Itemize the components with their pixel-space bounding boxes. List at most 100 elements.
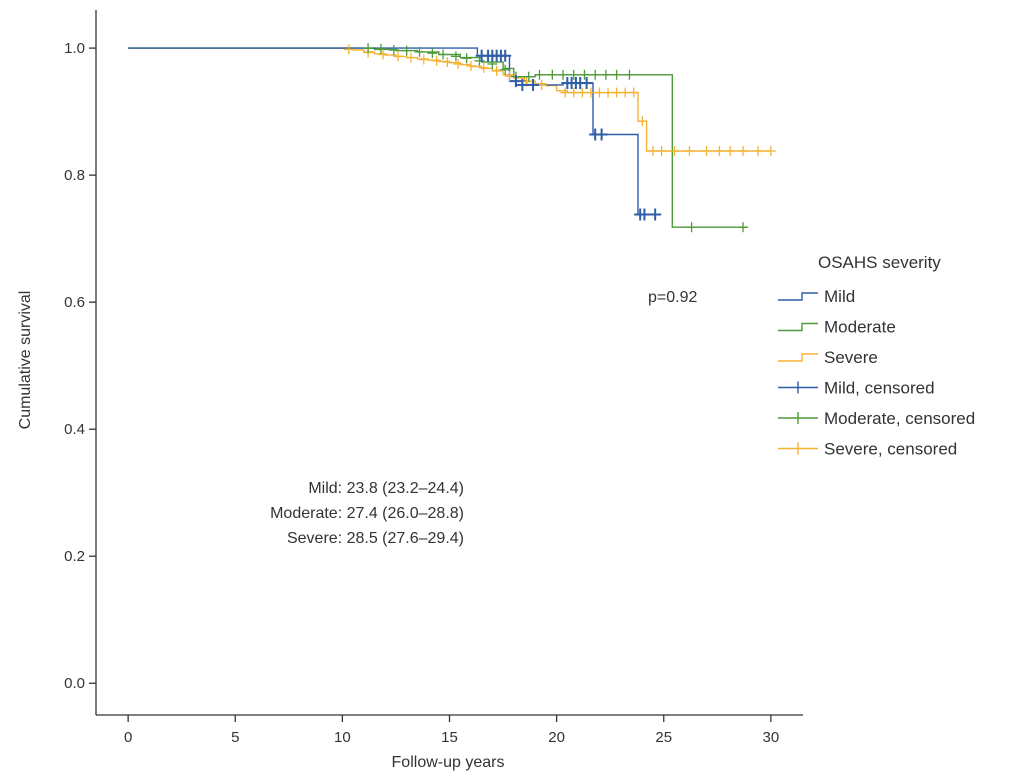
- censor-marks: [343, 43, 776, 233]
- censor-mark-severe: [648, 146, 659, 156]
- censor-mark-severe: [753, 146, 764, 156]
- censor-mark-severe: [577, 87, 588, 98]
- censor-mark-moderate: [363, 43, 374, 54]
- censor-mark-severe: [378, 49, 389, 60]
- censor-mark-mild: [580, 77, 593, 90]
- censor-mark-mild: [595, 128, 608, 141]
- x-tick-label: 20: [548, 729, 565, 746]
- censor-mark-moderate: [461, 53, 472, 64]
- censor-mark-severe: [611, 87, 622, 98]
- censor-mark-mild: [516, 78, 529, 91]
- censor-mark-severe: [669, 146, 680, 156]
- legend-entry: Moderate: [778, 318, 896, 337]
- legend-label: Mild, censored: [824, 379, 935, 398]
- censor-mark-moderate: [611, 69, 622, 80]
- censor-mark-severe: [418, 54, 429, 65]
- legend-label: Moderate: [824, 318, 896, 337]
- legend: OSAHS severity Mild Moderate Severe Mild, c…: [778, 253, 975, 459]
- legend-label: Moderate, censored: [824, 409, 975, 428]
- x-tick-label: 30: [763, 729, 780, 746]
- x-tick-label: 25: [655, 729, 672, 746]
- censor-mark-severe: [620, 87, 631, 98]
- censor-mark-severe: [765, 146, 776, 156]
- censor-mark-severe: [628, 87, 639, 98]
- x-tick-label: 5: [231, 729, 239, 746]
- censor-mark-moderate: [590, 69, 601, 80]
- legend-entry: Moderate, censored: [778, 409, 975, 428]
- censor-mark-severe: [453, 58, 464, 69]
- legend-entry: Severe, censored: [778, 440, 957, 459]
- y-tick-label: 0.4: [64, 421, 85, 438]
- censor-mark-severe: [701, 146, 712, 156]
- censor-mark-severe: [637, 116, 648, 127]
- y-tick-label: 0.6: [64, 294, 85, 311]
- censor-mark-moderate: [523, 71, 534, 82]
- curve-severe: [128, 47, 771, 152]
- legend-label: Severe, censored: [824, 440, 957, 459]
- censor-mark-moderate: [568, 69, 579, 80]
- censor-mark-severe: [725, 146, 736, 156]
- censor-mark-mild: [527, 78, 540, 91]
- curve-moderate: [128, 47, 748, 228]
- censor-mark-moderate: [414, 46, 425, 57]
- legend-label: Mild: [824, 287, 855, 306]
- censor-mark-mild: [509, 75, 522, 88]
- censor-mark-moderate: [401, 45, 412, 56]
- y-tick-label: 0.0: [64, 675, 85, 692]
- censor-mark-moderate: [738, 222, 749, 233]
- censor-mark-moderate: [686, 222, 697, 233]
- legend-swatch-line: [778, 353, 818, 362]
- censor-mark-moderate: [600, 69, 611, 80]
- legend-swatch-line: [778, 322, 818, 332]
- p-value-annotation: p=0.92: [648, 289, 697, 306]
- legend-entry: Mild, censored: [778, 379, 935, 398]
- censor-mark-severe: [491, 65, 502, 76]
- legend-entry: Severe: [778, 348, 878, 367]
- x-tick-label: 0: [124, 729, 132, 746]
- median-severe: Severe: 28.5 (27.6–29.4): [287, 530, 464, 547]
- censor-mark-severe: [405, 52, 416, 63]
- legend-label: Severe: [824, 348, 878, 367]
- censor-mark-severe: [393, 51, 404, 62]
- y-axis-title: Cumulative survival: [17, 291, 34, 430]
- censor-mark-moderate: [500, 64, 511, 75]
- censor-mark-severe: [568, 87, 579, 98]
- censor-mark-severe: [714, 146, 725, 156]
- censor-mark-mild: [638, 208, 651, 221]
- censor-mark-severe: [465, 60, 476, 71]
- y-tick-label: 1.0: [64, 40, 85, 57]
- y-tick-label: 0.8: [64, 167, 85, 184]
- censor-mark-severe: [431, 55, 442, 66]
- censor-mark-moderate: [534, 69, 545, 80]
- censor-mark-moderate: [547, 69, 558, 80]
- censor-mark-severe: [594, 87, 605, 98]
- x-tick-label: 10: [334, 729, 351, 746]
- censor-mark-severe: [585, 87, 596, 98]
- legend-title: OSAHS severity: [818, 253, 941, 272]
- censor-mark-moderate: [474, 55, 485, 66]
- censor-mark-mild: [649, 208, 662, 221]
- censor-mark-severe: [560, 87, 571, 98]
- x-axis-title: Follow-up years: [392, 754, 505, 771]
- axes: 0 5 10 15 20 25 30 0.0 0.2 0.4 0.6 0.8 1.0: [64, 10, 803, 746]
- censor-mark-moderate: [438, 49, 449, 60]
- censor-mark-moderate: [388, 45, 399, 56]
- survival-curves: [128, 47, 771, 228]
- censor-mark-severe: [343, 44, 354, 55]
- censor-mark-severe: [603, 87, 614, 98]
- censor-mark-severe: [738, 146, 749, 156]
- curve-mild: [128, 47, 656, 216]
- legend-entry: Mild: [778, 287, 855, 306]
- median-mild: Mild: 23.8 (23.2–24.4): [308, 480, 464, 497]
- censor-mark-moderate: [579, 69, 590, 80]
- median-moderate: Moderate: 27.4 (26.0–28.8): [270, 505, 464, 522]
- censor-mark-mild: [499, 49, 512, 62]
- censor-mark-severe: [442, 57, 453, 68]
- censor-mark-moderate: [450, 51, 461, 62]
- median-annotations: Mild: 23.8 (23.2–24.4) Moderate: 27.4 (2…: [270, 480, 464, 547]
- y-tick-label: 0.2: [64, 548, 85, 565]
- legend-swatch-line: [778, 292, 818, 301]
- censor-mark-moderate: [375, 43, 386, 54]
- censor-mark-severe: [478, 62, 489, 73]
